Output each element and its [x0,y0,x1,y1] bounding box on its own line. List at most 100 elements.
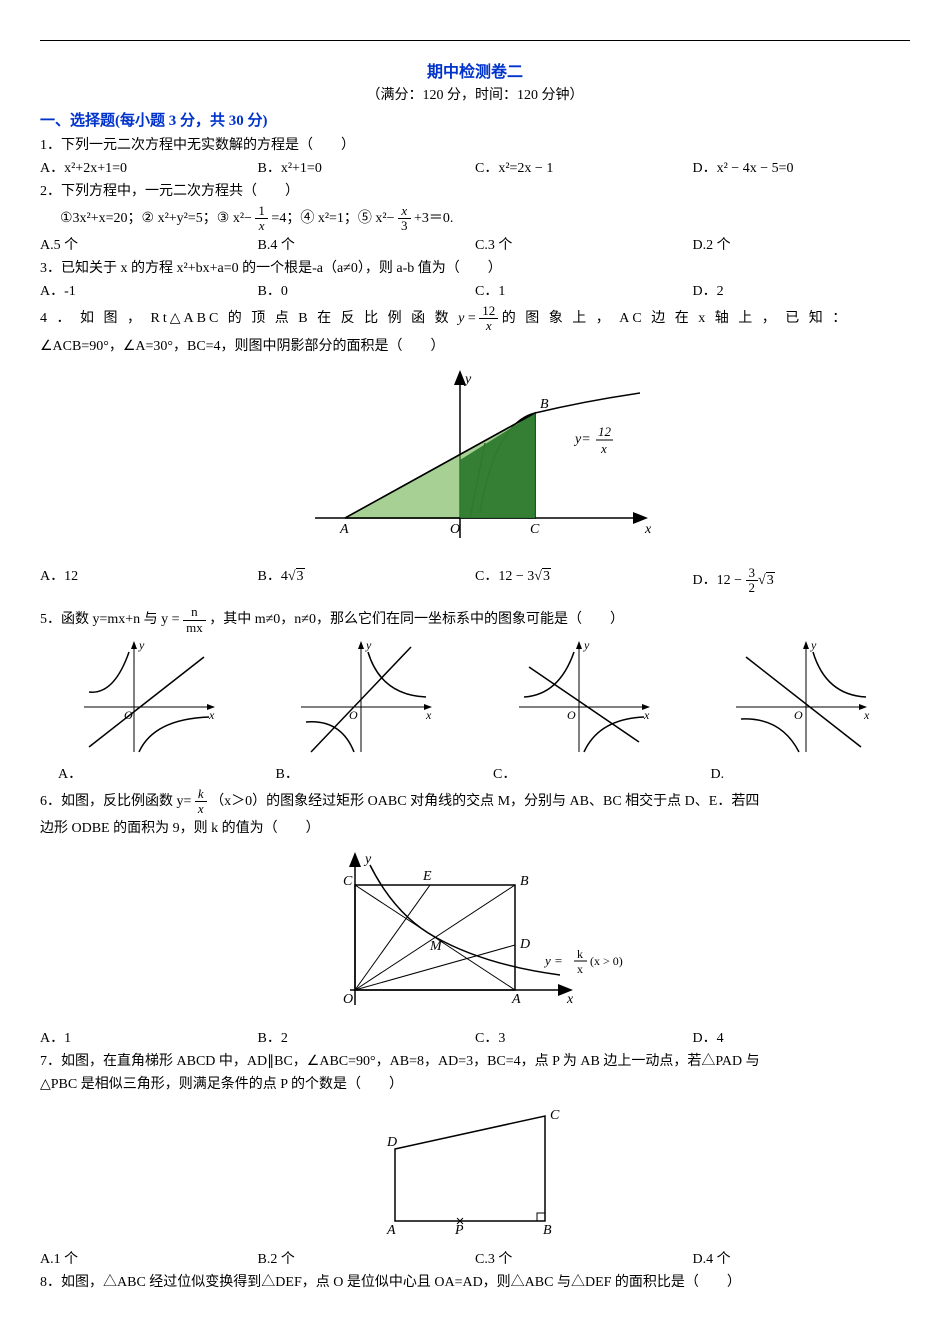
q7-opt-c: C.3 个 [475,1249,693,1270]
q4-text-pre: 4 ． 如 图 ， Rt△ABC 的 顶 点 B 在 反 比 例 函 数 [40,311,458,326]
svg-text:12: 12 [598,424,612,439]
q7-text: 7．如图，在直角梯形 ABCD 中，AD∥BC，∠ABC=90°，AB=8，AD… [40,1051,910,1072]
subtitle: （满分：120 分，时间：120 分钟） [40,85,910,106]
q4-text: 4 ． 如 图 ， Rt△ABC 的 顶 点 B 在 反 比 例 函 数 y =… [40,304,910,334]
svg-text:D: D [519,937,530,952]
q1-options: A．x²+2x+1=0 B．x²+1=0 C．x²=2x − 1 D．x² − … [40,158,910,179]
q4-curve-label: y= [573,432,591,447]
svg-text:C: C [343,874,353,889]
svg-text:A: A [386,1223,396,1236]
q2-list-pre: ①3x²+x=20；② x²+y²=5；③ x²− [60,211,252,226]
q1-opt-d: D．x² − 4x − 5=0 [693,158,911,179]
q5-fig-b: O x y B． [258,637,476,785]
svg-text:D: D [386,1135,397,1150]
svg-text:y: y [810,638,817,652]
q6-text-pre: 6．如图，反比例函数 y= [40,794,191,809]
top-rule [40,40,910,41]
svg-text:x: x [566,992,574,1007]
q6-options: A．1 B．2 C．3 D．4 [40,1028,910,1049]
q2-list-post: +3＝0. [414,211,453,226]
svg-text:O: O [343,992,353,1007]
q2-opt-d: D.2 个 [693,235,911,256]
q6-opt-a: A．1 [40,1028,258,1049]
q6-text-post: （x＞0）的图象经过矩形 OABC 对角线的交点 M，分别与 AB、BC 相交于… [210,794,759,809]
q7-opt-a: A.1 个 [40,1249,258,1270]
q4-B: B [540,397,549,412]
q2-opt-c: C.3 个 [475,235,693,256]
svg-text:P: P [454,1223,464,1236]
q6-opt-d: D．4 [693,1028,911,1049]
svg-text:B: B [543,1223,552,1236]
q2-opt-b: B.4 个 [258,235,476,256]
svg-text:x: x [643,708,650,722]
q5-opt-c: C． [475,764,693,785]
q6-text2: 边形 ODBE 的面积为 9，则 k 的值为（ ） [40,818,910,839]
q4-opt-a: A．12 [40,566,258,596]
q7-options: A.1 个 B.2 个 C.3 个 D.4 个 [40,1249,910,1270]
q3-text: 3．已知关于 x 的方程 x²+bx+a=0 的一个根是-a（a≠0），则 a-… [40,258,910,279]
q4-C: C [530,522,540,537]
svg-text:x: x [600,441,607,456]
svg-text:x: x [863,708,870,722]
q5-figures: O x y A． O x y B． O x y C． [40,637,910,785]
svg-text:C: C [550,1108,560,1123]
q4-text2: ∠ACB=90°，∠A=30°，BC=4，则图中阴影部分的面积是（ ） [40,336,910,357]
q7-text2: △PBC 是相似三角形，则满足条件的点 P 的个数是（ ） [40,1074,910,1095]
q2-opt-a: A.5 个 [40,235,258,256]
svg-text:(x > 0): (x > 0) [590,954,623,968]
svg-text:M: M [429,939,443,954]
svg-text:O: O [567,708,576,722]
page-title: 期中检测卷二 [40,61,910,85]
q5-opt-a: A． [40,764,258,785]
q3-opt-b: B．0 [258,281,476,302]
svg-text:y: y [583,638,590,652]
section-1-heading: 一、选择题(每小题 3 分，共 30 分) [40,110,910,133]
q4-frac: 12x [479,304,498,334]
q2-options: A.5 个 B.4 个 C.3 个 D.2 个 [40,235,910,256]
q1-opt-c: C．x²=2x − 1 [475,158,693,179]
svg-text:x: x [208,708,215,722]
q5-text-post: ，其中 m≠0，n≠0，那么它们在同一坐标系中的图象可能是（ ） [209,612,624,627]
svg-text:O: O [124,708,133,722]
q4-text-mid: 的 图 象 上 ， AC 边 在 x 轴 上 ， 已 知 ： [502,311,849,326]
q5-fig-d: O x y D. [693,637,911,785]
q5-opt-d: D. [693,764,911,785]
q4-opt-d: D．12 − 32√3 [693,566,911,596]
q1-opt-b: B．x²+1=0 [258,158,476,179]
q6-opt-b: B．2 [258,1028,476,1049]
q4-options: A．12 B．4√3 C．12 − 3√3 D．12 − 32√3 [40,566,910,596]
q3-opt-a: A．-1 [40,281,258,302]
q4-O: O [450,522,460,537]
q5-text: 5．函数 y=mx+n 与 y = nmx ，其中 m≠0，n≠0，那么它们在同… [40,605,910,635]
q2-list-mid: =4；④ x²=1；⑤ x²− [271,211,394,226]
q4-opt-b: B．4√3 [258,566,476,596]
q5-opt-b: B． [258,764,476,785]
q6-opt-c: C．3 [475,1028,693,1049]
q7-figure: A B C D P [40,1101,910,1243]
q2-list: ①3x²+x=20；② x²+y²=5；③ x²− 1x =4；④ x²=1；⑤… [40,204,910,234]
q1-text: 1．下列一元二次方程中无实数解的方程是（ ） [40,135,910,156]
q7-opt-d: D.4 个 [693,1249,911,1270]
q6-text: 6．如图，反比例函数 y= kx （x＞0）的图象经过矩形 OABC 对角线的交… [40,787,910,817]
q6-frac: kx [195,787,207,817]
q3-opt-c: C．1 [475,281,693,302]
svg-text:x: x [577,962,583,976]
svg-text:x: x [425,708,432,722]
svg-text:O: O [794,708,803,722]
q2-text: 2．下列方程中，一元二次方程共（ ） [40,181,910,202]
q2-frac1: 1x [255,204,268,234]
svg-text:O: O [349,708,358,722]
svg-text:B: B [520,874,529,889]
svg-text:k: k [577,947,583,961]
q5-fig-c: O x y C． [475,637,693,785]
svg-text:y: y [365,638,372,652]
q3-opt-d: D．2 [693,281,911,302]
q4-ylabel: y [463,372,472,387]
q5-frac: nmx [183,605,206,635]
svg-text:y =: y = [543,953,563,968]
q7-opt-b: B.2 个 [258,1249,476,1270]
q4-xlabel: x [644,522,652,537]
q6-figure: O A B C E D M y x y = k x (x > 0) [40,845,910,1022]
q3-options: A．-1 B．0 C．1 D．2 [40,281,910,302]
q8-text: 8．如图，△ABC 经过位似变换得到△DEF，点 O 是位似中心且 OA=AD，… [40,1272,910,1293]
